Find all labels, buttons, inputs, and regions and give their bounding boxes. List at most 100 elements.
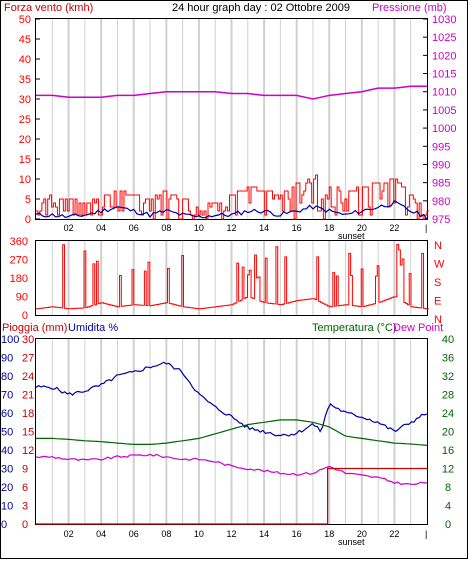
temperature-y-tick-label: 36 — [442, 353, 454, 365]
temperature-y-tick-label: 16 — [442, 445, 454, 457]
x-tick-label: 12 — [227, 223, 237, 233]
humidity-y-tick-label: 60 — [1, 408, 13, 420]
rain-axis-title: Pioggia (mm) — [2, 322, 67, 334]
x-tick-label: | — [425, 529, 427, 539]
pressure-y-tick-label: 1005 — [432, 105, 456, 117]
humidity-y-tick-label: 10 — [1, 501, 13, 513]
x-tick-label: 14 — [259, 223, 269, 233]
x-tick-label: 20 — [357, 223, 367, 233]
pressure-y-tick-label: 990 — [432, 159, 450, 171]
wind-y-tick-label: 35 — [19, 74, 31, 86]
rain-line — [36, 467, 427, 525]
humidity-y-tick-label: 100 — [1, 334, 19, 346]
x-tick-label: 08 — [161, 529, 171, 539]
rain-y-tick-label: 18 — [22, 408, 34, 420]
pressure-axis-title: Pressione (mb) — [372, 2, 447, 14]
x-tick-label: 22 — [389, 223, 399, 233]
sunset-label-top: sunset — [338, 231, 365, 241]
compass-label: S — [434, 277, 441, 289]
wind-y-tick-label: 50 — [19, 14, 31, 26]
temperature-y-tick-label: 0 — [445, 519, 451, 531]
x-tick-label: 12 — [227, 529, 237, 539]
humidity-axis-title: Umidita % — [68, 322, 118, 334]
direction-y-tick-label: 90 — [16, 292, 28, 304]
rain-y-tick-label: 21 — [22, 390, 34, 402]
x-tick-label: 16 — [292, 223, 302, 233]
rain-y-tick-label: 24 — [22, 371, 34, 383]
x-tick-label: 10 — [194, 529, 204, 539]
x-tick-label: 06 — [129, 529, 139, 539]
wind-y-tick-label: 5 — [25, 194, 31, 206]
x-tick-label: 22 — [389, 529, 399, 539]
wind-direction-line — [36, 244, 429, 310]
humidity-line — [35, 361, 428, 437]
temperature-y-tick-label: 4 — [445, 501, 451, 513]
compass-label: E — [434, 296, 441, 308]
compass-label: N — [434, 240, 442, 252]
x-tick-label: 04 — [96, 529, 106, 539]
humidity-y-tick-label: 40 — [1, 445, 13, 457]
direction-y-tick-label: 270 — [10, 255, 28, 267]
humidity-y-tick-label: 20 — [1, 482, 13, 494]
direction-y-tick-label: 0 — [22, 310, 28, 322]
temperature-axis-title: Temperatura (°C) — [312, 322, 396, 334]
pressure-y-tick-label: 1015 — [432, 69, 456, 81]
pressure-y-tick-label: 1000 — [432, 123, 456, 135]
direction-y-tick-label: 360 — [10, 236, 28, 248]
wind-y-tick-label: 0 — [25, 214, 31, 226]
x-tick-label: 02 — [64, 223, 74, 233]
x-tick-label: 16 — [292, 529, 302, 539]
rain-y-tick-label: 27 — [22, 353, 34, 365]
chart-title: 24 hour graph day : 02 Ottobre 2009 — [172, 2, 350, 14]
rain-y-tick-label: 12 — [22, 445, 34, 457]
humidity-y-tick-label: 0 — [1, 519, 7, 531]
wind-axis-title: Forza vento (kmh) — [4, 2, 93, 14]
pressure-y-tick-label: 1020 — [432, 50, 456, 62]
temperature-y-tick-label: 12 — [442, 464, 454, 476]
wind-gust-line — [36, 174, 429, 220]
x-tick-label: 20 — [357, 529, 367, 539]
temperature-line — [36, 419, 428, 446]
wind-y-tick-label: 45 — [19, 34, 31, 46]
x-tick-label: 14 — [259, 529, 269, 539]
axis-ticks: 02 04 06 08 10 12 14 16 18 20 22 |02 04 06 08 10 12 14 16 1… — [1, 14, 456, 539]
compass-label: N — [434, 314, 442, 326]
x-tick-label: 10 — [194, 223, 204, 233]
rain-y-tick-label: 3 — [22, 501, 28, 513]
temperature-y-tick-label: 24 — [442, 408, 454, 420]
humidity-y-tick-label: 80 — [1, 371, 13, 383]
x-tick-label: 06 — [129, 223, 139, 233]
compass-label: W — [434, 259, 445, 271]
rain-y-tick-label: 6 — [22, 482, 28, 494]
grid-lines — [51, 19, 412, 524]
direction-y-tick-label: 180 — [10, 273, 28, 285]
sunset-label-bottom: sunset — [338, 537, 365, 547]
wind-average-line — [35, 200, 428, 220]
wind-y-tick-label: 15 — [19, 154, 31, 166]
pressure-y-tick-label: 1030 — [432, 14, 456, 26]
wind-y-tick-label: 20 — [19, 134, 31, 146]
wind-y-tick-label: 40 — [19, 54, 31, 66]
dewpoint-axis-title: Dew Point — [393, 322, 443, 334]
humidity-y-tick-label: 50 — [1, 427, 13, 439]
rain-y-tick-label: 0 — [22, 519, 28, 531]
temperature-y-tick-label: 28 — [442, 390, 454, 402]
wind-y-tick-label: 30 — [19, 94, 31, 106]
pressure-line — [36, 85, 427, 100]
x-tick-label: 08 — [161, 223, 171, 233]
dewpoint-line — [35, 453, 427, 486]
wind-y-tick-label: 25 — [19, 114, 31, 126]
temperature-y-tick-label: 20 — [442, 427, 454, 439]
pressure-y-tick-label: 985 — [432, 178, 450, 190]
temperature-y-tick-label: 8 — [445, 482, 451, 494]
humidity-y-tick-label: 90 — [1, 353, 13, 365]
humidity-y-tick-label: 30 — [1, 464, 13, 476]
pressure-y-tick-label: 975 — [432, 214, 450, 226]
rain-y-tick-label: 15 — [22, 427, 34, 439]
wind-y-tick-label: 10 — [19, 174, 31, 186]
x-tick-label: 02 — [64, 529, 74, 539]
rain-y-tick-label: 9 — [22, 464, 28, 476]
pressure-y-tick-label: 980 — [432, 196, 450, 208]
